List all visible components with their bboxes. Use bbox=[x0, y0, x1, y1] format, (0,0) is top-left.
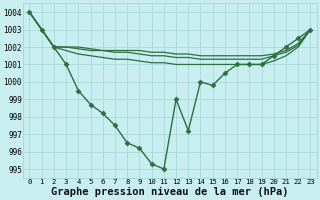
X-axis label: Graphe pression niveau de la mer (hPa): Graphe pression niveau de la mer (hPa) bbox=[51, 186, 289, 197]
